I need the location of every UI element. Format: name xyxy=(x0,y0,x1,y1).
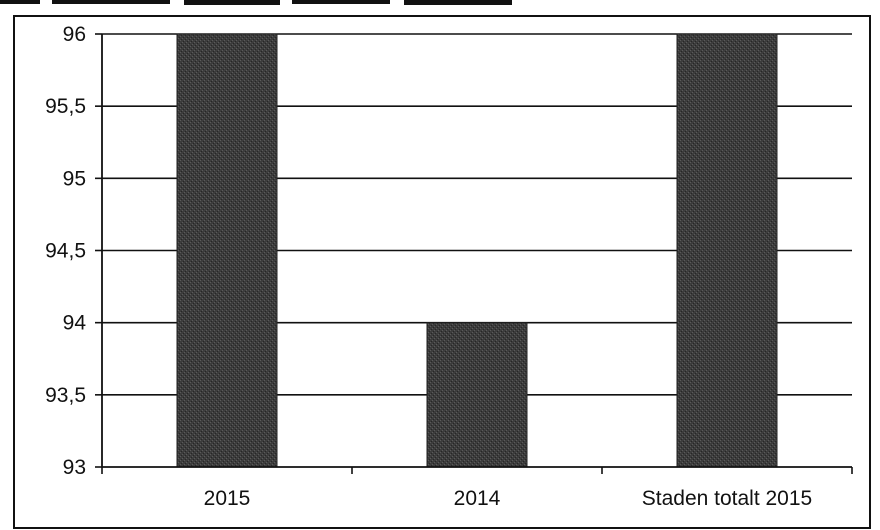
y-tick-label: 93,5 xyxy=(45,384,86,407)
bar xyxy=(676,33,778,468)
bar xyxy=(426,322,528,468)
y-tick-label: 94 xyxy=(63,312,87,335)
bar xyxy=(176,33,278,468)
y-tick-label: 93 xyxy=(63,456,86,479)
y-tick-labels: 93 93,5 94 94,5 95 95,5 96 xyxy=(45,23,86,479)
x-tick-label: Staden totalt 2015 xyxy=(642,487,812,510)
axes xyxy=(95,33,853,474)
y-tick-label: 95 xyxy=(63,167,86,190)
y-tick-label: 94,5 xyxy=(45,240,86,263)
chart-frame xyxy=(13,15,871,529)
x-tick-label: 2014 xyxy=(454,487,501,510)
title-remnant xyxy=(0,0,512,5)
y-tick-label: 95,5 xyxy=(45,95,86,118)
y-tick-label: 96 xyxy=(63,23,86,46)
x-tick-labels: 2015 2014 Staden totalt 2015 xyxy=(204,487,813,510)
x-tick-label: 2015 xyxy=(204,487,251,510)
bars xyxy=(176,33,778,468)
